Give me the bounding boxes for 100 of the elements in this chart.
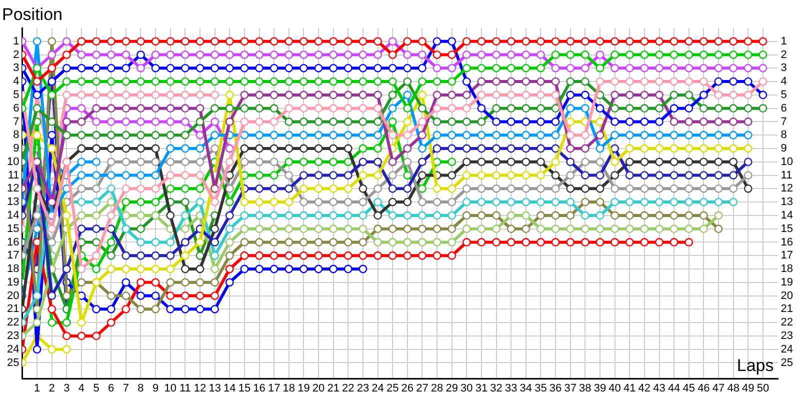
point bbox=[166, 292, 175, 300]
point bbox=[344, 77, 352, 86]
point bbox=[255, 171, 264, 180]
point bbox=[640, 171, 649, 180]
point bbox=[196, 264, 204, 274]
point bbox=[166, 90, 175, 100]
point bbox=[344, 104, 352, 113]
point bbox=[699, 50, 708, 59]
point bbox=[418, 251, 426, 260]
point bbox=[566, 130, 575, 140]
point bbox=[536, 50, 545, 59]
point bbox=[403, 64, 412, 72]
point bbox=[610, 171, 620, 180]
point bbox=[210, 292, 220, 300]
point bbox=[374, 224, 382, 234]
point bbox=[136, 171, 145, 180]
point bbox=[566, 171, 575, 180]
point bbox=[166, 184, 175, 193]
point bbox=[314, 251, 323, 260]
point bbox=[314, 171, 323, 180]
point bbox=[255, 251, 264, 260]
point bbox=[314, 184, 323, 193]
point bbox=[344, 264, 352, 274]
point bbox=[640, 144, 649, 153]
point bbox=[729, 104, 738, 113]
point bbox=[196, 130, 204, 140]
point bbox=[625, 50, 634, 59]
point bbox=[758, 50, 768, 59]
point bbox=[77, 332, 86, 340]
point bbox=[566, 238, 575, 246]
point bbox=[106, 292, 116, 300]
point bbox=[432, 64, 442, 72]
point bbox=[358, 37, 368, 46]
point bbox=[240, 118, 249, 126]
y-tick-label: 23 bbox=[6, 330, 20, 342]
point bbox=[388, 37, 397, 46]
point bbox=[151, 238, 160, 246]
point bbox=[655, 211, 664, 220]
point bbox=[92, 304, 101, 314]
point bbox=[166, 251, 175, 260]
point bbox=[625, 198, 634, 206]
point bbox=[596, 184, 604, 193]
point bbox=[77, 90, 86, 100]
point bbox=[670, 130, 678, 140]
point bbox=[180, 64, 190, 72]
y-tick-label: 19 bbox=[6, 276, 20, 288]
point bbox=[106, 130, 116, 140]
point bbox=[255, 50, 264, 59]
point bbox=[344, 144, 352, 153]
point bbox=[62, 90, 71, 100]
point bbox=[448, 118, 456, 126]
point bbox=[314, 104, 323, 113]
point bbox=[151, 278, 160, 287]
point bbox=[506, 130, 516, 140]
point bbox=[418, 104, 426, 113]
x-tick-label: 21 bbox=[327, 382, 340, 394]
point bbox=[240, 144, 249, 153]
point bbox=[92, 224, 101, 234]
point bbox=[300, 238, 308, 246]
point bbox=[358, 50, 368, 59]
point bbox=[566, 50, 575, 59]
point bbox=[48, 304, 56, 314]
point bbox=[462, 158, 471, 166]
point bbox=[225, 184, 234, 193]
point bbox=[522, 211, 530, 220]
point bbox=[655, 130, 664, 140]
point bbox=[151, 118, 160, 126]
point bbox=[225, 238, 234, 246]
point bbox=[670, 158, 678, 166]
point bbox=[462, 90, 471, 100]
x-tick-label: 25 bbox=[386, 382, 399, 394]
point bbox=[625, 238, 634, 246]
point bbox=[388, 130, 397, 140]
point bbox=[462, 184, 471, 193]
point bbox=[284, 211, 294, 220]
point bbox=[374, 144, 382, 153]
point bbox=[358, 144, 368, 153]
point bbox=[448, 171, 456, 180]
point bbox=[625, 77, 634, 86]
x-tick-label: 44 bbox=[668, 382, 680, 394]
y2-tick-label: 1 bbox=[780, 35, 787, 48]
x-tick-label: 7 bbox=[122, 382, 129, 394]
point bbox=[506, 64, 516, 72]
point bbox=[506, 238, 516, 246]
point bbox=[300, 198, 308, 206]
point bbox=[255, 198, 264, 206]
point bbox=[62, 345, 71, 354]
point bbox=[270, 64, 278, 72]
point bbox=[358, 184, 368, 193]
x-tick-label: 24 bbox=[372, 382, 384, 394]
point bbox=[77, 37, 86, 46]
y2-tick-label: 12 bbox=[780, 182, 794, 195]
point bbox=[48, 345, 56, 354]
point bbox=[744, 90, 752, 100]
point bbox=[300, 104, 308, 113]
point bbox=[122, 144, 130, 153]
point bbox=[32, 130, 42, 140]
point bbox=[92, 238, 101, 246]
x-tick-label: 18 bbox=[282, 382, 296, 394]
point bbox=[714, 50, 723, 59]
